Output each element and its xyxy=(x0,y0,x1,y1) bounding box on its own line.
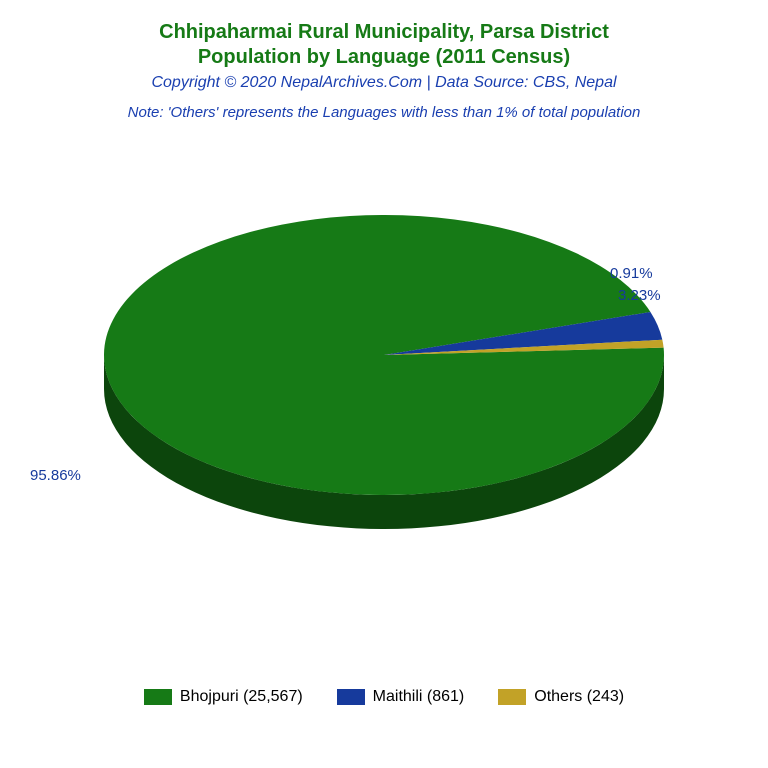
pie-chart: 0.91% 3.23% 95.86% xyxy=(0,185,768,585)
legend-label-others: Others (243) xyxy=(534,688,624,706)
legend-item-maithili: Maithili (861) xyxy=(337,688,465,706)
legend-label-bhojpuri: Bhojpuri (25,567) xyxy=(180,688,303,706)
pct-label-bhojpuri: 95.86% xyxy=(30,467,81,484)
legend-item-others: Others (243) xyxy=(498,688,624,706)
chart-title-line1: Chhipaharmai Rural Municipality, Parsa D… xyxy=(40,20,728,45)
legend-swatch-others xyxy=(498,689,526,705)
chart-title-line2: Population by Language (2011 Census) xyxy=(40,45,728,70)
legend-item-bhojpuri: Bhojpuri (25,567) xyxy=(144,688,303,706)
pct-label-others: 0.91% xyxy=(610,265,653,282)
pct-label-maithili: 3.23% xyxy=(618,287,661,304)
chart-subtitle: Copyright © 2020 NepalArchives.Com | Dat… xyxy=(40,74,728,92)
legend-label-maithili: Maithili (861) xyxy=(373,688,465,706)
chart-note: Note: 'Others' represents the Languages … xyxy=(40,104,728,121)
legend-swatch-maithili xyxy=(337,689,365,705)
legend-swatch-bhojpuri xyxy=(144,689,172,705)
chart-legend: Bhojpuri (25,567) Maithili (861) Others … xyxy=(0,688,768,706)
